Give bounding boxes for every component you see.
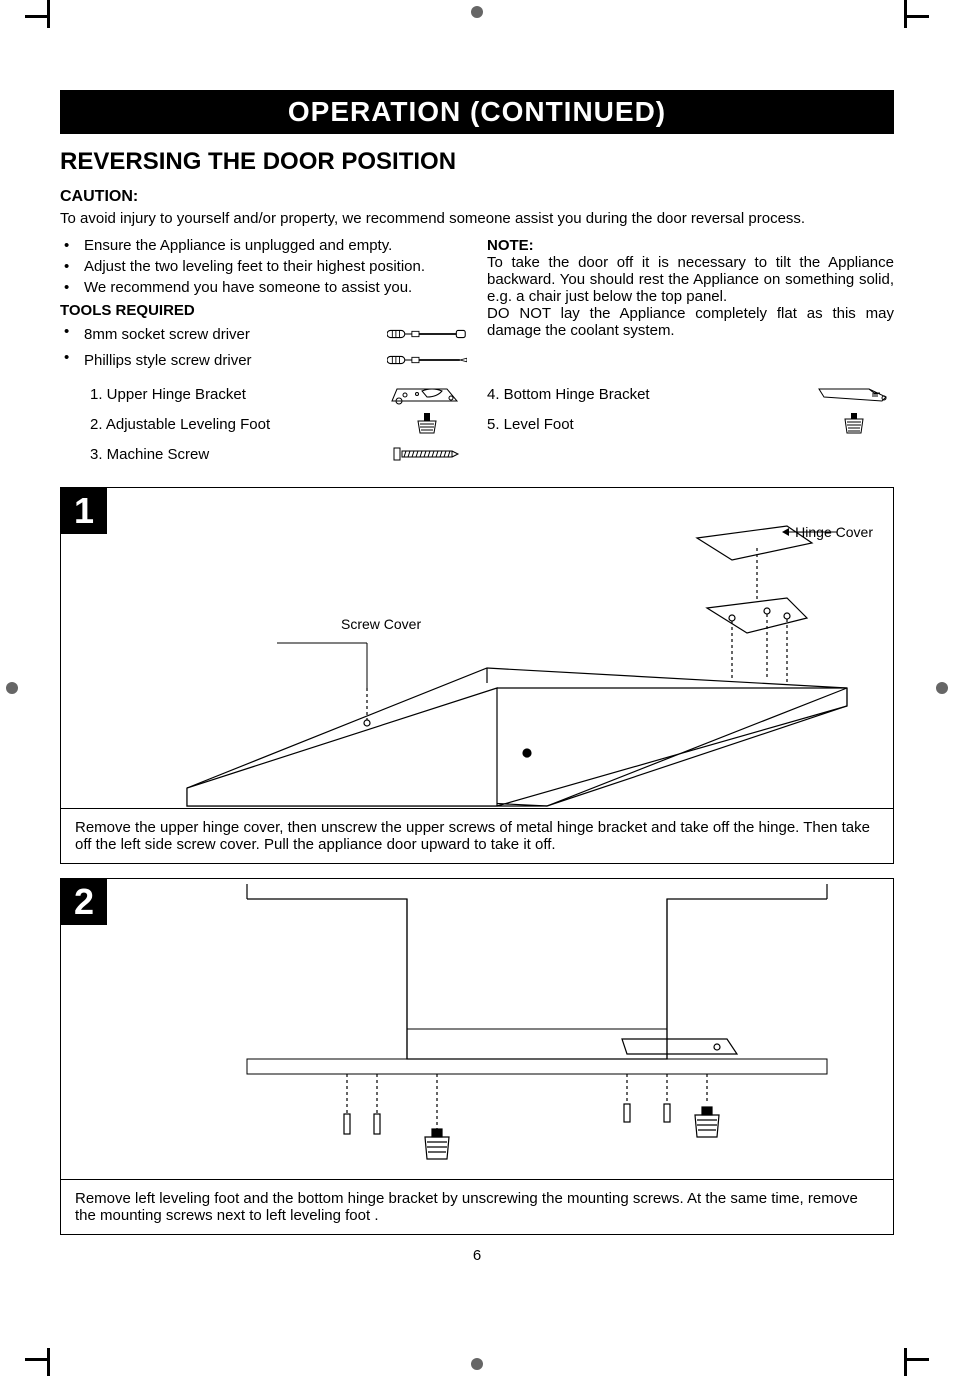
precaution-list: Ensure the Appliance is unplugged and em… bbox=[60, 237, 467, 296]
parts-row: 1. Upper Hinge Bracket 2. Adjustable Lev… bbox=[60, 383, 894, 473]
tool-label: 8mm socket screw driver bbox=[84, 326, 250, 343]
step-1-box: 1 bbox=[60, 487, 894, 864]
header-bar: OPERATION (CONTINUED) bbox=[60, 90, 894, 134]
bottom-hinge-bracket-icon bbox=[814, 383, 894, 405]
left-column: Ensure the Appliance is unplugged and em… bbox=[60, 237, 467, 375]
caution-label: CAUTION: bbox=[60, 188, 894, 206]
tools-list: 8mm socket screw driver bbox=[60, 323, 467, 371]
precaution-item: We recommend you have someone to assist … bbox=[74, 279, 467, 296]
caution-text: To avoid injury to yourself and/or prope… bbox=[60, 210, 894, 227]
precaution-item: Adjust the two leveling feet to their hi… bbox=[74, 258, 467, 275]
two-column-block: Ensure the Appliance is unplugged and em… bbox=[60, 237, 894, 375]
step-2-diagram bbox=[61, 879, 893, 1179]
crop-mark bbox=[47, 1348, 50, 1376]
tool-item: Phillips style screw driver bbox=[74, 349, 467, 371]
part-item: 1. Upper Hinge Bracket bbox=[60, 383, 467, 405]
crop-mark bbox=[904, 0, 907, 28]
section-title: REVERSING THE DOOR POSITION bbox=[60, 148, 894, 176]
part-label: 5. Level Foot bbox=[487, 416, 574, 433]
upper-hinge-bracket-icon bbox=[387, 383, 467, 405]
registration-dot bbox=[936, 682, 948, 694]
machine-screw-icon bbox=[387, 443, 467, 465]
page-number: 6 bbox=[60, 1247, 894, 1264]
crop-mark bbox=[904, 1348, 907, 1376]
part-label: 3. Machine Screw bbox=[60, 446, 209, 463]
parts-right: 4. Bottom Hinge Bracket 5. Level Foot bbox=[487, 383, 894, 473]
step-1-caption: Remove the upper hinge cover, then unscr… bbox=[61, 808, 893, 863]
part-label: 2. Adjustable Leveling Foot bbox=[60, 416, 270, 433]
adjustable-foot-icon bbox=[387, 413, 467, 435]
part-label: 1. Upper Hinge Bracket bbox=[60, 386, 246, 403]
precaution-item: Ensure the Appliance is unplugged and em… bbox=[74, 237, 467, 254]
part-label: 4. Bottom Hinge Bracket bbox=[487, 386, 650, 403]
step-2-caption: Remove left leveling foot and the bottom… bbox=[61, 1179, 893, 1234]
part-item: 5. Level Foot bbox=[487, 413, 894, 435]
socket-driver-icon bbox=[387, 323, 467, 345]
registration-dot bbox=[6, 682, 18, 694]
crop-mark bbox=[904, 15, 929, 18]
tool-label: Phillips style screw driver bbox=[84, 352, 252, 369]
crop-mark bbox=[904, 1358, 929, 1361]
note-text: To take the door off it is necessary to … bbox=[487, 254, 894, 305]
crop-mark bbox=[47, 0, 50, 28]
registration-dot bbox=[471, 6, 483, 18]
phillips-driver-icon bbox=[387, 349, 467, 371]
note-label: NOTE: bbox=[487, 237, 894, 254]
step-2-box: 2 bbox=[60, 878, 894, 1235]
screw-cover-label: Screw Cover bbox=[341, 616, 421, 632]
part-item: 2. Adjustable Leveling Foot bbox=[60, 413, 467, 435]
registration-dot bbox=[471, 1358, 483, 1370]
tools-required-label: TOOLS REQUIRED bbox=[60, 302, 467, 319]
page-content: OPERATION (CONTINUED) REVERSING THE DOOR… bbox=[60, 90, 894, 1264]
part-item: 4. Bottom Hinge Bracket bbox=[487, 383, 894, 405]
header-title: OPERATION (CONTINUED) bbox=[288, 96, 666, 127]
right-column: NOTE: To take the door off it is necessa… bbox=[487, 237, 894, 375]
level-foot-icon bbox=[814, 413, 894, 435]
step-1-diagram: Hinge Cover Screw Cover bbox=[61, 488, 893, 808]
parts-left: 1. Upper Hinge Bracket 2. Adjustable Lev… bbox=[60, 383, 467, 473]
note-text: DO NOT lay the Appliance completely flat… bbox=[487, 305, 894, 339]
part-item: 3. Machine Screw bbox=[60, 443, 467, 465]
hinge-cover-label: Hinge Cover bbox=[795, 524, 873, 540]
tool-item: 8mm socket screw driver bbox=[74, 323, 467, 345]
